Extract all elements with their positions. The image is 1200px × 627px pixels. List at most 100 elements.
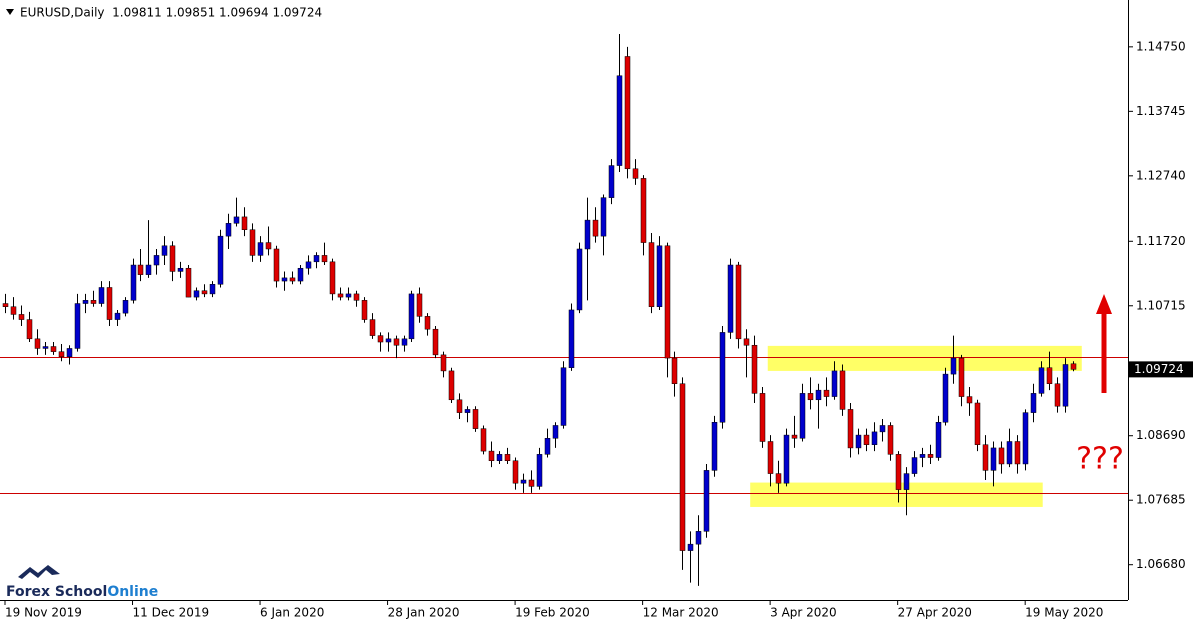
candle-body <box>624 56 631 170</box>
candle-body <box>927 454 934 458</box>
candle-body <box>385 338 392 343</box>
candle-body <box>528 479 535 487</box>
candle-body <box>424 316 431 330</box>
candle-body <box>273 248 280 282</box>
candle-body <box>895 454 902 490</box>
title-marker <box>6 9 14 15</box>
candle-body <box>249 229 256 256</box>
x-tick-label: 27 Apr 2020 <box>898 606 972 620</box>
candle-body <box>664 245 671 359</box>
candle-body <box>472 409 479 429</box>
candle-body <box>456 399 463 413</box>
candle-body <box>432 328 439 356</box>
candle-body <box>767 441 774 474</box>
y-tick-label: 1.08690 <box>1136 428 1186 442</box>
x-tick-label: 3 Apr 2020 <box>770 606 837 620</box>
candle-body <box>695 531 702 545</box>
candle-body <box>703 470 710 532</box>
candle-body <box>1006 441 1013 465</box>
candle-body <box>193 290 200 298</box>
candle-body <box>799 393 806 439</box>
candle-body <box>648 242 655 307</box>
logo: Forex SchoolOnline <box>6 565 158 600</box>
candle-body <box>775 473 782 484</box>
candle-body <box>1014 441 1021 465</box>
candle-body <box>552 425 559 439</box>
candle-body <box>536 454 543 487</box>
candle-body <box>584 219 591 250</box>
candle-body <box>743 338 750 346</box>
candle-body <box>408 293 415 340</box>
candle-body <box>161 245 168 256</box>
candle-body <box>289 277 296 282</box>
candle-body <box>329 261 336 295</box>
candle-body <box>401 338 408 346</box>
candle-body <box>871 431 878 445</box>
x-tick-label: 11 Dec 2019 <box>133 606 210 620</box>
y-tick-label: 1.11720 <box>1136 234 1186 248</box>
y-tick-label: 1.12740 <box>1136 168 1186 182</box>
arrow-head <box>1096 294 1112 314</box>
candle-body <box>576 248 583 311</box>
candle-body <box>169 245 176 272</box>
y-tick-label: 1.07685 <box>1136 493 1186 507</box>
candle-body <box>464 409 471 413</box>
candle-body <box>671 357 678 384</box>
candle-body <box>90 300 97 304</box>
candle-body <box>735 264 742 340</box>
candle-body <box>281 277 288 282</box>
candle-body <box>440 354 447 372</box>
candle-body <box>313 255 320 263</box>
candle-body <box>265 242 272 250</box>
candle-body <box>974 402 981 445</box>
candle-body <box>241 216 248 230</box>
last-price-label: 1.09724 <box>1134 362 1184 376</box>
candle-body <box>201 290 208 295</box>
candle-body <box>353 293 360 301</box>
candle-body <box>942 373 949 423</box>
candle-body <box>966 396 973 404</box>
candle-body <box>209 284 216 295</box>
logo-icon <box>18 565 60 579</box>
candle-body <box>337 293 344 298</box>
candle-body <box>34 338 41 349</box>
candle-body <box>416 293 423 317</box>
candle-body <box>1022 412 1029 465</box>
candle-body <box>887 425 894 455</box>
candle-body <box>1070 363 1077 370</box>
candle-body <box>831 370 838 397</box>
x-tick-label: 28 Jan 2020 <box>388 606 460 620</box>
x-tick-label: 6 Jan 2020 <box>260 606 324 620</box>
candle-body <box>377 335 384 343</box>
candle-body <box>2 303 9 307</box>
candle-body <box>855 434 862 449</box>
candle-body <box>480 428 487 452</box>
x-tick-label: 19 May 2020 <box>1025 606 1103 620</box>
candle-body <box>233 216 240 224</box>
candle-body <box>217 235 224 285</box>
candle-body <box>305 261 312 269</box>
candle-body <box>185 267 192 298</box>
candle-body <box>137 264 144 275</box>
candle-body <box>488 450 495 461</box>
candle-body <box>935 421 942 458</box>
candle-body <box>823 389 830 397</box>
candle-body <box>361 300 368 320</box>
x-tick-label: 12 Mar 2020 <box>643 606 719 620</box>
candle-body <box>640 178 647 243</box>
candle-body <box>863 434 870 445</box>
x-tick-label: 19 Feb 2020 <box>515 606 590 620</box>
logo-text: Forex SchoolOnline <box>6 584 158 600</box>
candle-body <box>719 332 726 423</box>
candle-body <box>919 454 926 458</box>
candle-body <box>759 393 766 442</box>
candle-body <box>911 457 918 474</box>
candle-body <box>656 245 663 307</box>
candle-body <box>177 267 184 272</box>
zone <box>767 345 1082 371</box>
logo-main: Forex School <box>6 584 107 600</box>
candle-body <box>130 264 137 301</box>
candle-body <box>751 344 758 394</box>
candle-body <box>321 255 328 263</box>
